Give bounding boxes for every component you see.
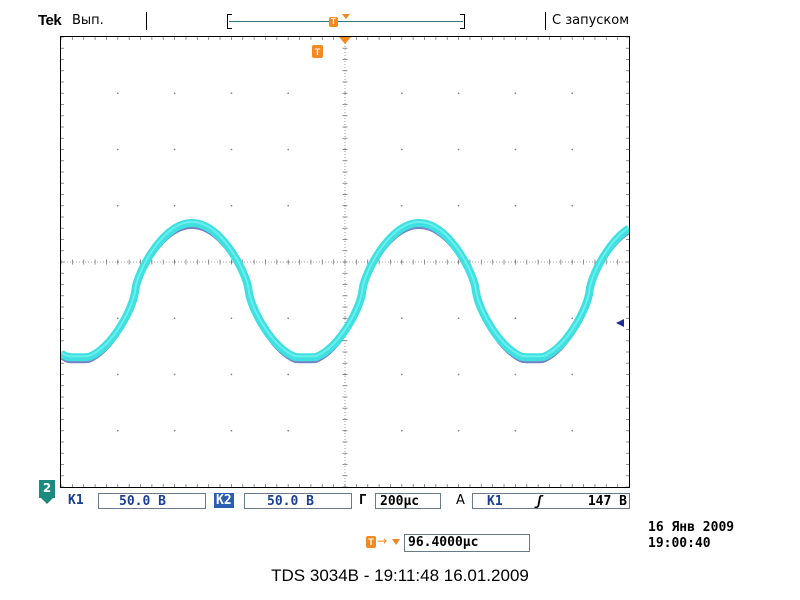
trigger-mode: С запуском: [552, 13, 630, 28]
trigger-point-icon: [392, 539, 400, 545]
ch1-label: К1: [68, 493, 84, 508]
channel-1-waveform: [61, 219, 629, 362]
ch2-label: К2: [214, 493, 234, 508]
trigger-level: 147 В: [587, 494, 627, 509]
run-state: Вып.: [72, 13, 104, 28]
trigger-point-icon: [342, 14, 350, 19]
brand-logo: Tek: [38, 12, 62, 29]
trigger-position-icon: T: [329, 17, 338, 27]
caption: TDS 3034B - 19:11:48 16.01.2009: [271, 566, 529, 585]
trigger-level-arrow-icon: [616, 319, 624, 327]
datetime: 16 Янв 2009 19:00:40: [648, 520, 734, 552]
trigger-delay-value[interactable]: 96.4000µс: [404, 534, 530, 552]
ch1-scale[interactable]: 50.0 В: [98, 493, 206, 509]
status-bar: Tek Вып. T С запуском: [0, 0, 800, 36]
divider: [545, 12, 546, 30]
timebase-value[interactable]: 200µс: [375, 493, 441, 509]
trigger-slope-icon: ʃ: [535, 494, 543, 509]
divider: [146, 12, 147, 30]
waveform-area: T: [61, 37, 629, 487]
trigger-marker-icon: T: [312, 37, 351, 58]
trigger-delay-icon: T: [366, 536, 376, 548]
trigger-label: А: [456, 493, 465, 508]
trigger-marker-label: T: [315, 47, 321, 57]
graticule: [61, 37, 629, 487]
arrow-right-icon: →: [377, 534, 388, 548]
record-length-bar: [227, 14, 465, 29]
channel-readout: 2 К1 50.0 В К2 50.0 В Г 200µс А К1 ʃ 147…: [0, 480, 800, 514]
reference-waveform: [61, 225, 629, 364]
channel-2-tag-icon: 2: [39, 480, 55, 504]
timebase-label: Г: [359, 493, 367, 508]
date: 16 Янв 2009: [648, 520, 735, 535]
scope-display[interactable]: T: [60, 36, 630, 488]
trigger-source: К1: [487, 494, 503, 509]
trigger-settings[interactable]: К1 ʃ 147 В: [472, 493, 630, 509]
ch2-scale[interactable]: 50.0 В: [244, 493, 352, 509]
time: 19:00:40: [648, 536, 711, 551]
